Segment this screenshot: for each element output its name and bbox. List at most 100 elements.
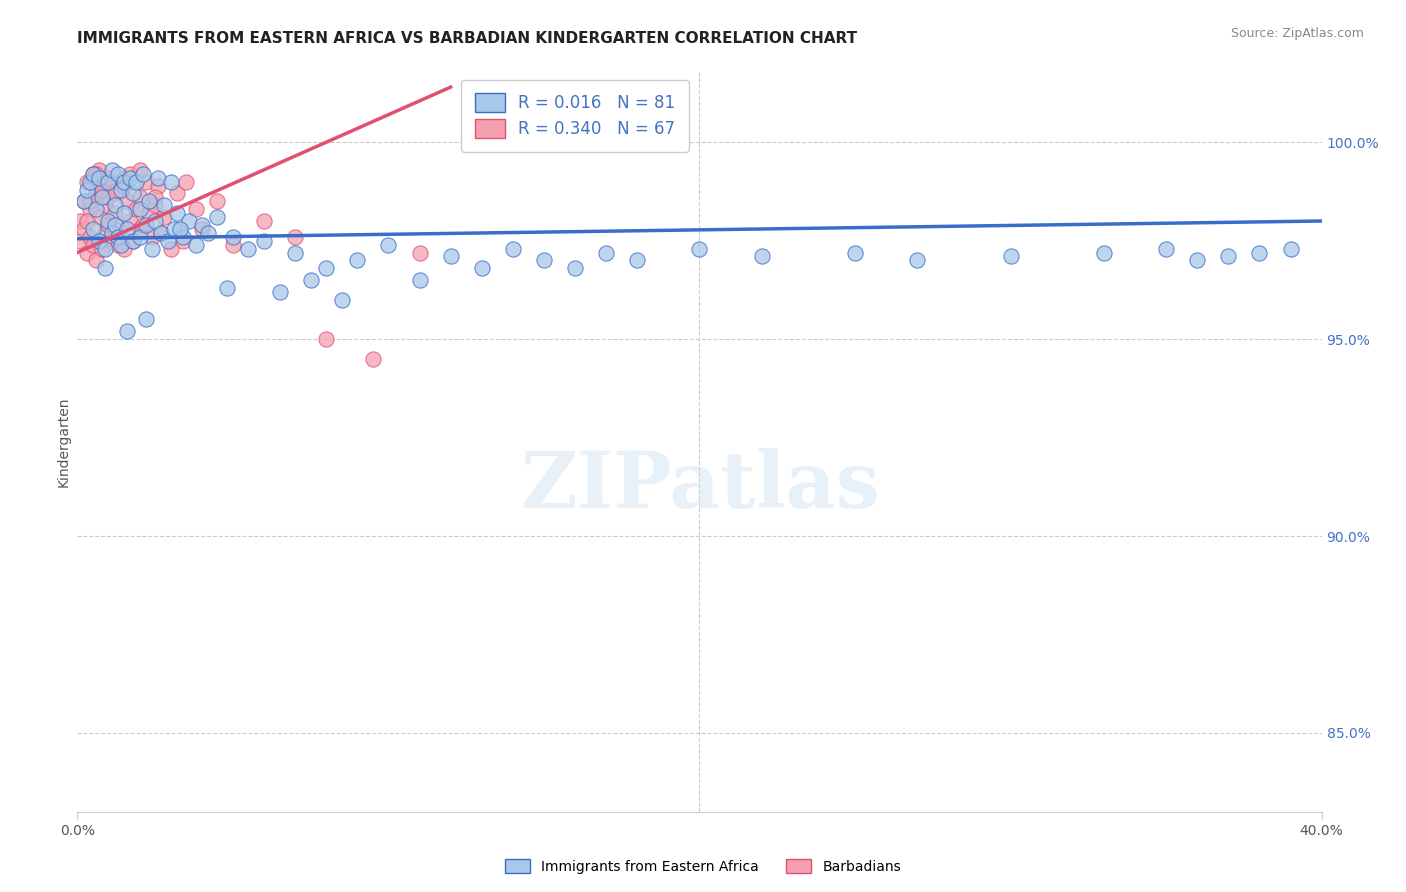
Point — [122, 234, 145, 248]
Point — [153, 198, 176, 212]
Point — [104, 222, 127, 236]
Point — [97, 170, 120, 185]
Point — [238, 242, 260, 256]
Point — [135, 175, 157, 189]
Point — [82, 175, 104, 189]
Point — [100, 234, 122, 248]
Point — [76, 175, 98, 189]
Point — [94, 226, 117, 240]
Point — [122, 234, 145, 248]
Point — [79, 194, 101, 209]
Point — [207, 210, 229, 224]
Point — [76, 214, 98, 228]
Point — [128, 202, 150, 217]
Point — [107, 237, 129, 252]
Point — [84, 167, 107, 181]
Point — [159, 242, 181, 256]
Text: Source: ZipAtlas.com: Source: ZipAtlas.com — [1230, 27, 1364, 40]
Point — [174, 175, 197, 189]
Point — [253, 214, 276, 228]
Point — [94, 242, 117, 256]
Point — [115, 194, 138, 209]
Point — [166, 206, 188, 220]
Point — [84, 253, 107, 268]
Point — [299, 273, 322, 287]
Point — [172, 234, 194, 248]
Point — [844, 245, 866, 260]
Point — [1279, 242, 1302, 256]
Point — [69, 214, 91, 228]
Point — [112, 242, 135, 256]
Point — [222, 237, 245, 252]
Point — [166, 186, 188, 201]
Point — [110, 182, 132, 196]
Point — [564, 261, 586, 276]
Point — [191, 222, 214, 236]
Point — [207, 194, 229, 209]
Point — [97, 218, 120, 232]
Point — [79, 202, 101, 217]
Point — [1249, 245, 1271, 260]
Point — [76, 245, 98, 260]
Point — [143, 214, 166, 228]
Point — [107, 229, 129, 244]
Point — [125, 175, 148, 189]
Point — [905, 253, 928, 268]
Point — [191, 218, 214, 232]
Point — [1000, 249, 1022, 263]
Point — [150, 226, 173, 240]
Point — [104, 206, 127, 220]
Point — [91, 190, 114, 204]
Point — [131, 218, 153, 232]
Point — [87, 162, 110, 177]
Point — [110, 229, 132, 244]
Point — [253, 234, 276, 248]
Point — [82, 167, 104, 181]
Point — [439, 249, 461, 263]
Point — [97, 214, 120, 228]
Point — [138, 206, 160, 220]
Point — [315, 332, 337, 346]
Point — [330, 293, 353, 307]
Point — [79, 229, 101, 244]
Point — [179, 214, 201, 228]
Point — [115, 222, 138, 236]
Point — [94, 261, 117, 276]
Point — [82, 167, 104, 181]
Point — [107, 182, 129, 196]
Point — [361, 351, 384, 366]
Point — [91, 242, 114, 256]
Point — [751, 249, 773, 263]
Point — [135, 312, 157, 326]
Point — [1218, 249, 1240, 263]
Point — [141, 242, 163, 256]
Point — [125, 202, 148, 217]
Point — [163, 222, 186, 236]
Point — [104, 198, 127, 212]
Point — [112, 178, 135, 193]
Point — [143, 198, 166, 212]
Point — [120, 214, 142, 228]
Point — [100, 175, 122, 189]
Point — [112, 206, 135, 220]
Point — [100, 162, 122, 177]
Legend: R = 0.016   N = 81, R = 0.340   N = 67: R = 0.016 N = 81, R = 0.340 N = 67 — [461, 79, 689, 152]
Point — [128, 162, 150, 177]
Point — [91, 178, 114, 193]
Point — [122, 186, 145, 201]
Point — [131, 167, 153, 181]
Point — [87, 210, 110, 224]
Point — [104, 218, 127, 232]
Point — [150, 226, 173, 240]
Point — [76, 182, 98, 196]
Point — [79, 175, 101, 189]
Point — [120, 167, 142, 181]
Point — [143, 190, 166, 204]
Point — [1092, 245, 1115, 260]
Point — [689, 242, 711, 256]
Point — [128, 229, 150, 244]
Point — [72, 222, 94, 236]
Point — [595, 245, 617, 260]
Point — [82, 237, 104, 252]
Point — [128, 222, 150, 236]
